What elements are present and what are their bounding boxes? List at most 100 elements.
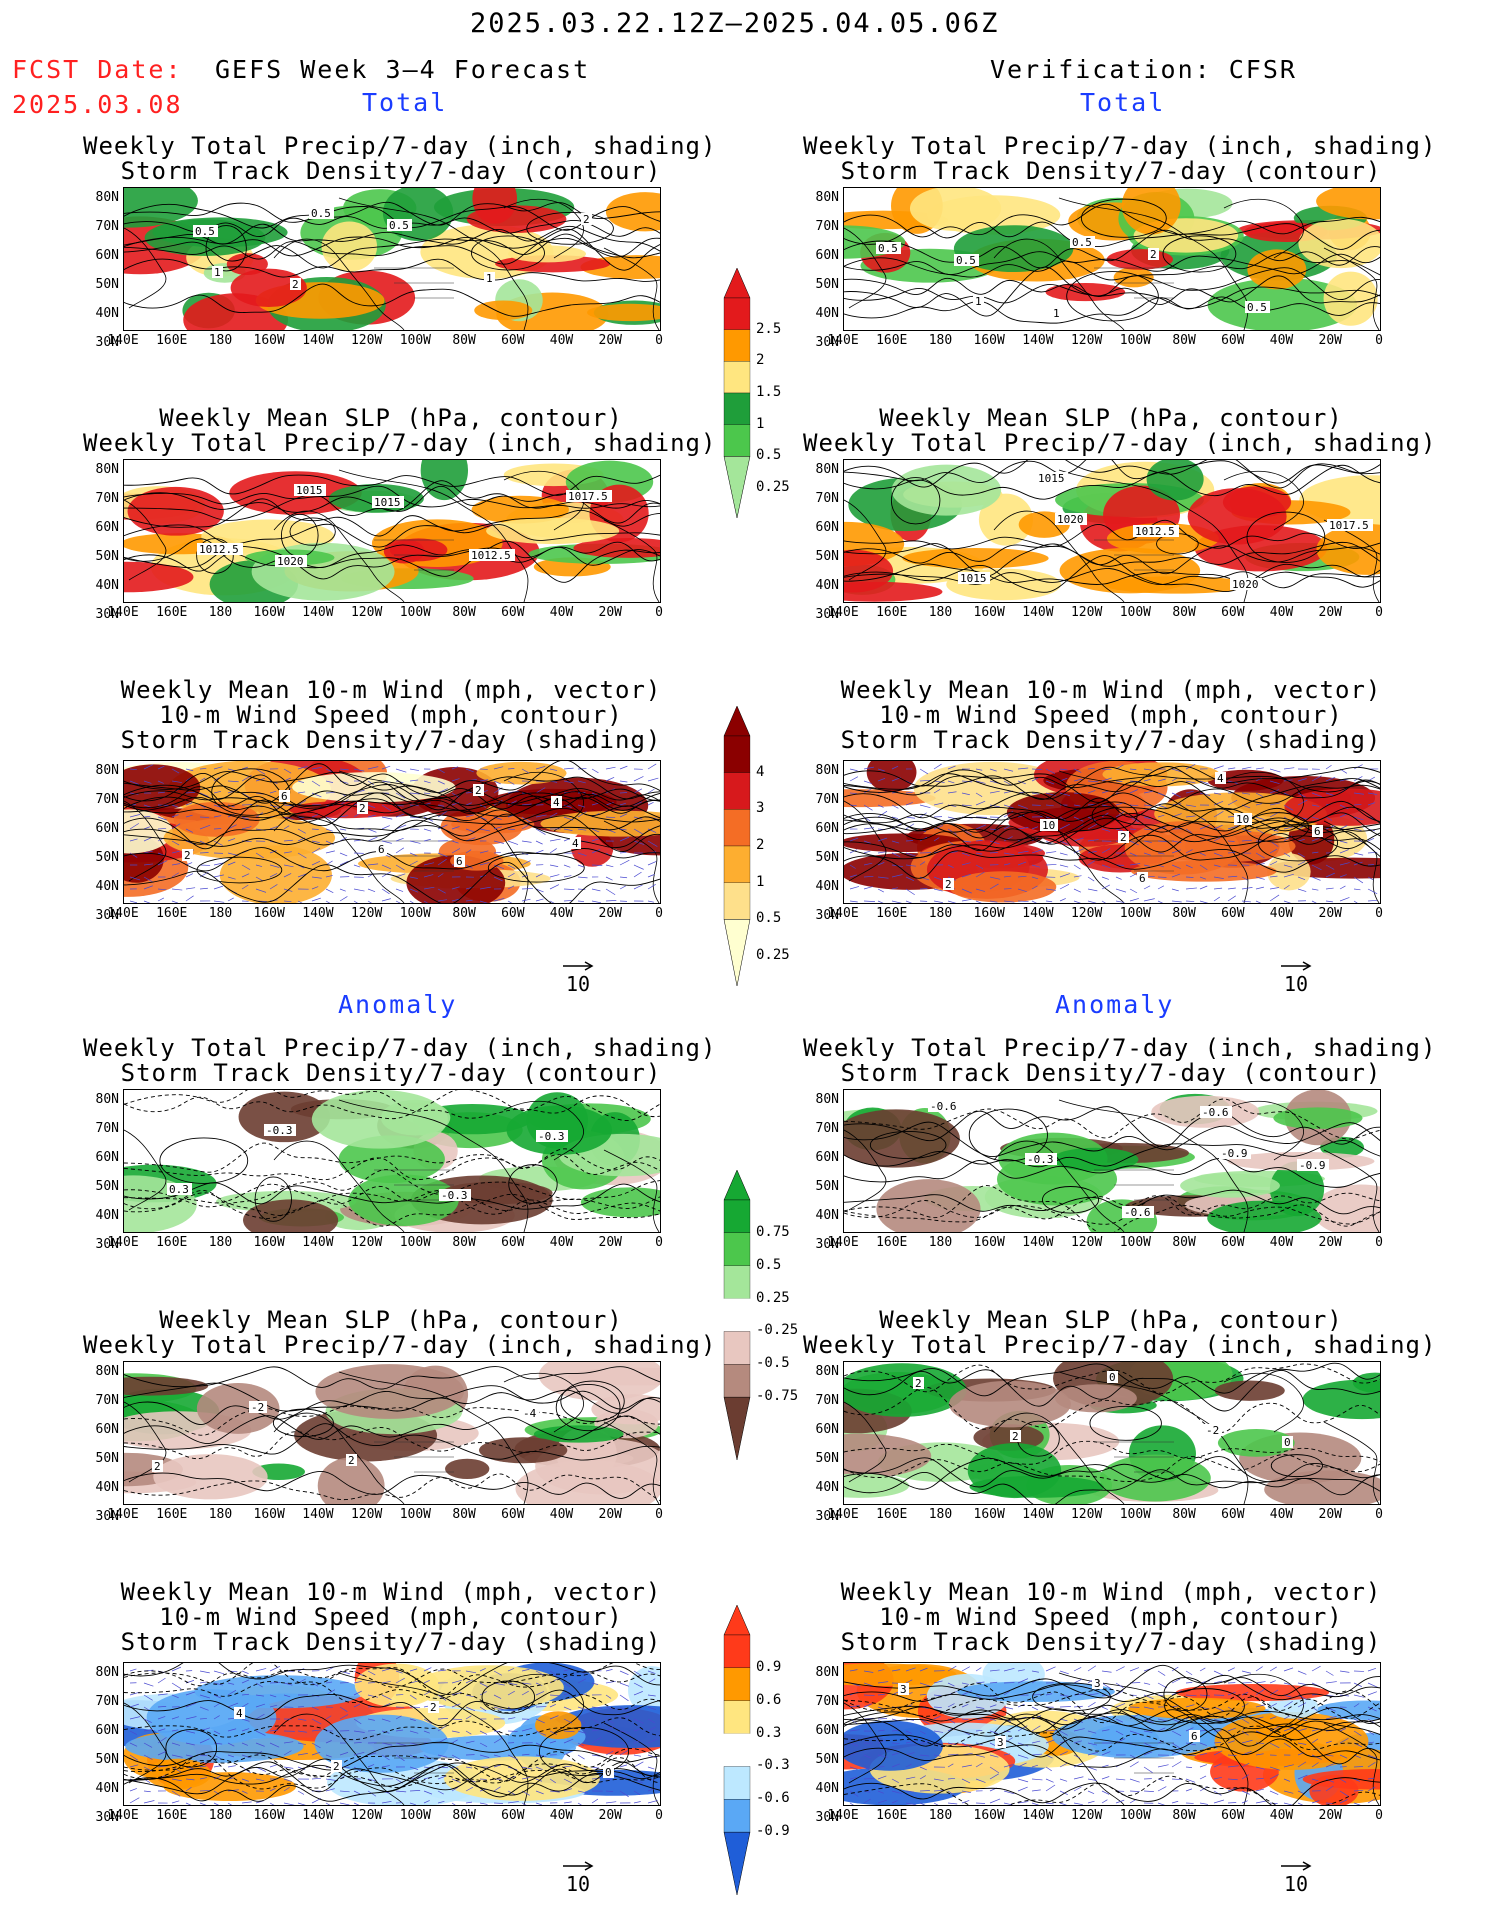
- colorbar-precip-total: [723, 268, 751, 518]
- lon-label: 60W: [501, 605, 525, 620]
- wind-vector: [241, 1693, 250, 1696]
- wind-vector: [1241, 1730, 1249, 1736]
- wind-vector: [1213, 852, 1223, 857]
- panel-title-line: Weekly Total Precip/7-day (inch, shading…: [83, 132, 717, 160]
- wind-vector: [143, 1754, 153, 1760]
- contour-line: [124, 1142, 660, 1173]
- wind-vector: [311, 847, 321, 854]
- colorbar-segment: [723, 1331, 751, 1365]
- wind-vector: [975, 792, 983, 798]
- wind-vector: [619, 836, 630, 842]
- coastlines: [124, 1371, 660, 1504]
- wind-vector: [199, 887, 208, 890]
- wind-vector: [283, 1802, 295, 1805]
- wind-vector: [423, 1730, 430, 1734]
- wind-vector: [465, 1694, 474, 1698]
- wind-vector: [1003, 863, 1011, 866]
- wind-vector: [171, 780, 182, 783]
- wind-vector: [1045, 851, 1057, 854]
- wind-vector: [423, 1718, 432, 1724]
- wind-vector: [521, 816, 531, 823]
- wind-vector: [1255, 767, 1264, 770]
- wind-vector: [437, 804, 445, 807]
- shading-region: [534, 1711, 582, 1740]
- coastline-asia: [124, 1129, 167, 1211]
- wind-vector: [989, 804, 1000, 808]
- wind-vector: [143, 863, 154, 866]
- colorbar-storm-total: [723, 706, 751, 986]
- lon-label: 80W: [1172, 333, 1196, 348]
- wind-vector: [381, 888, 390, 895]
- wind-vector: [947, 900, 957, 903]
- panel-title-line: 10-m Wind Speed (mph, contour): [159, 701, 623, 729]
- map-canvas: -42-22: [124, 1362, 660, 1504]
- wind-vector: [395, 768, 407, 773]
- colorbar-label: -0.25: [756, 1322, 799, 1339]
- coastline-asia: [124, 1401, 167, 1483]
- wind-vector: [633, 1740, 640, 1744]
- wind-vector: [143, 1728, 153, 1732]
- wind-vector: [605, 1669, 613, 1672]
- lon-label: 80W: [1172, 906, 1196, 921]
- wind-vector: [1031, 849, 1043, 854]
- contour-line: [844, 1683, 1380, 1724]
- lon-label: 80W: [1172, 1808, 1196, 1823]
- wind-vector: [1157, 1727, 1166, 1732]
- wind-vector: [563, 1750, 573, 1756]
- wind-vector: [1017, 1762, 1027, 1768]
- wind-vector: [1297, 861, 1306, 866]
- wind-vector: [1129, 789, 1139, 794]
- lon-label: 180: [928, 1808, 953, 1823]
- wind-vector: [227, 876, 236, 880]
- shading-region: [605, 192, 660, 232]
- wind-vector: [863, 1798, 871, 1804]
- wind-vector: [1143, 790, 1153, 794]
- wind-vector: [1059, 1730, 1068, 1736]
- contour-label: 4: [236, 1707, 243, 1720]
- wind-vector: [1157, 1786, 1167, 1792]
- wind-vector: [1129, 888, 1138, 894]
- wind-vector: [297, 780, 305, 783]
- lat-label: 70N: [815, 792, 839, 807]
- shading-region: [948, 1380, 1071, 1428]
- contour-label-bg: [1118, 831, 1129, 843]
- wind-vector: [199, 1670, 210, 1674]
- wind-vector: [157, 1716, 166, 1720]
- wind-vector: [1297, 1702, 1307, 1708]
- map-canvas: -0.6-0.9-0.6-0.3-0.6-0.9: [844, 1090, 1380, 1232]
- wind-vector: [605, 1718, 614, 1724]
- wind-vector: [933, 900, 943, 903]
- lon-label: 80W: [452, 1808, 476, 1823]
- colorbar-segment: [723, 297, 751, 330]
- panel-title-line: Weekly Total Precip/7-day (inch, shading…: [83, 1034, 717, 1062]
- wind-vector: [1269, 1703, 1277, 1708]
- wind-vector: [1171, 768, 1182, 773]
- wind-vector: [353, 864, 361, 868]
- contour-line: [844, 568, 1380, 589]
- wind-vector: [521, 1727, 533, 1732]
- contour-line: [124, 1763, 660, 1798]
- wind-vector: [877, 900, 884, 903]
- contour-line: [124, 283, 660, 317]
- shading-region: [949, 871, 1057, 903]
- contour-label-bg: [264, 1124, 296, 1136]
- wind-vector: [143, 1694, 153, 1701]
- lat-label: 70N: [95, 792, 119, 807]
- wind-vector: [129, 838, 138, 842]
- wind-vector: [989, 876, 1001, 880]
- wind-vector: [479, 1730, 488, 1735]
- lon-label: 20W: [598, 605, 622, 620]
- wind-vector: [989, 790, 1000, 794]
- wind-vector: [1185, 876, 1194, 878]
- wind-vector: [171, 872, 180, 878]
- wind-vector: [919, 1741, 929, 1744]
- coastline-north-america-east: [338, 1371, 529, 1504]
- wind-vector: [479, 886, 491, 890]
- wind-vector: [1227, 1778, 1238, 1781]
- contour-line: [124, 1667, 660, 1696]
- contour-line: [844, 1664, 1380, 1699]
- contour-label: 1017.5: [568, 490, 608, 503]
- wind-vector: [143, 876, 154, 883]
- wind-vector: [1339, 1670, 1350, 1673]
